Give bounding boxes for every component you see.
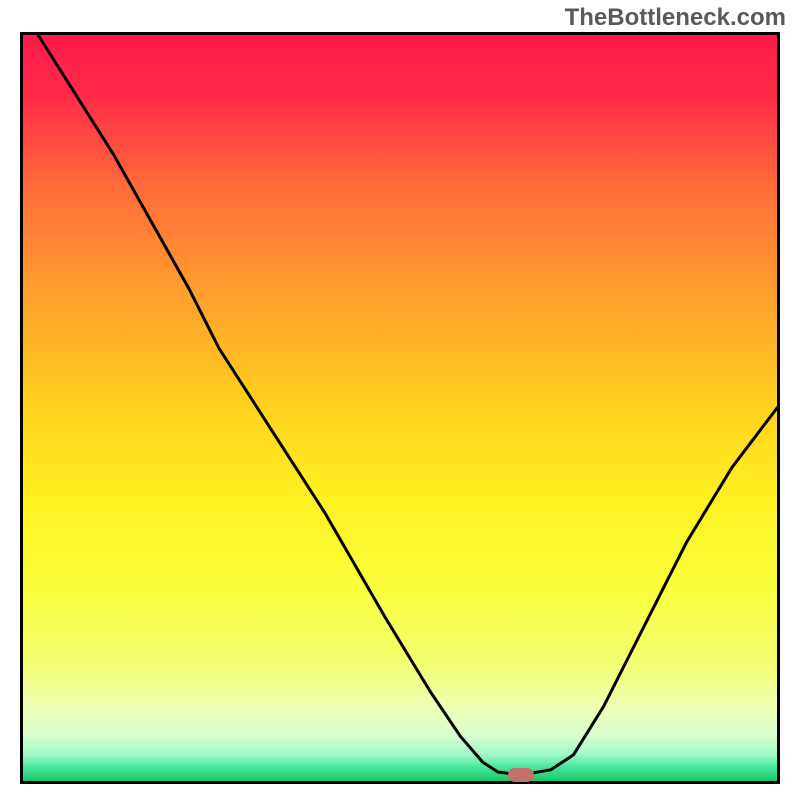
- optimal-marker: [508, 768, 534, 782]
- watermark-text: TheBottleneck.com: [565, 4, 786, 32]
- bottleneck-curve: [38, 35, 777, 775]
- curve-overlay: [23, 35, 777, 781]
- chart-container: TheBottleneck.com: [0, 0, 800, 800]
- plot-area: [20, 32, 780, 784]
